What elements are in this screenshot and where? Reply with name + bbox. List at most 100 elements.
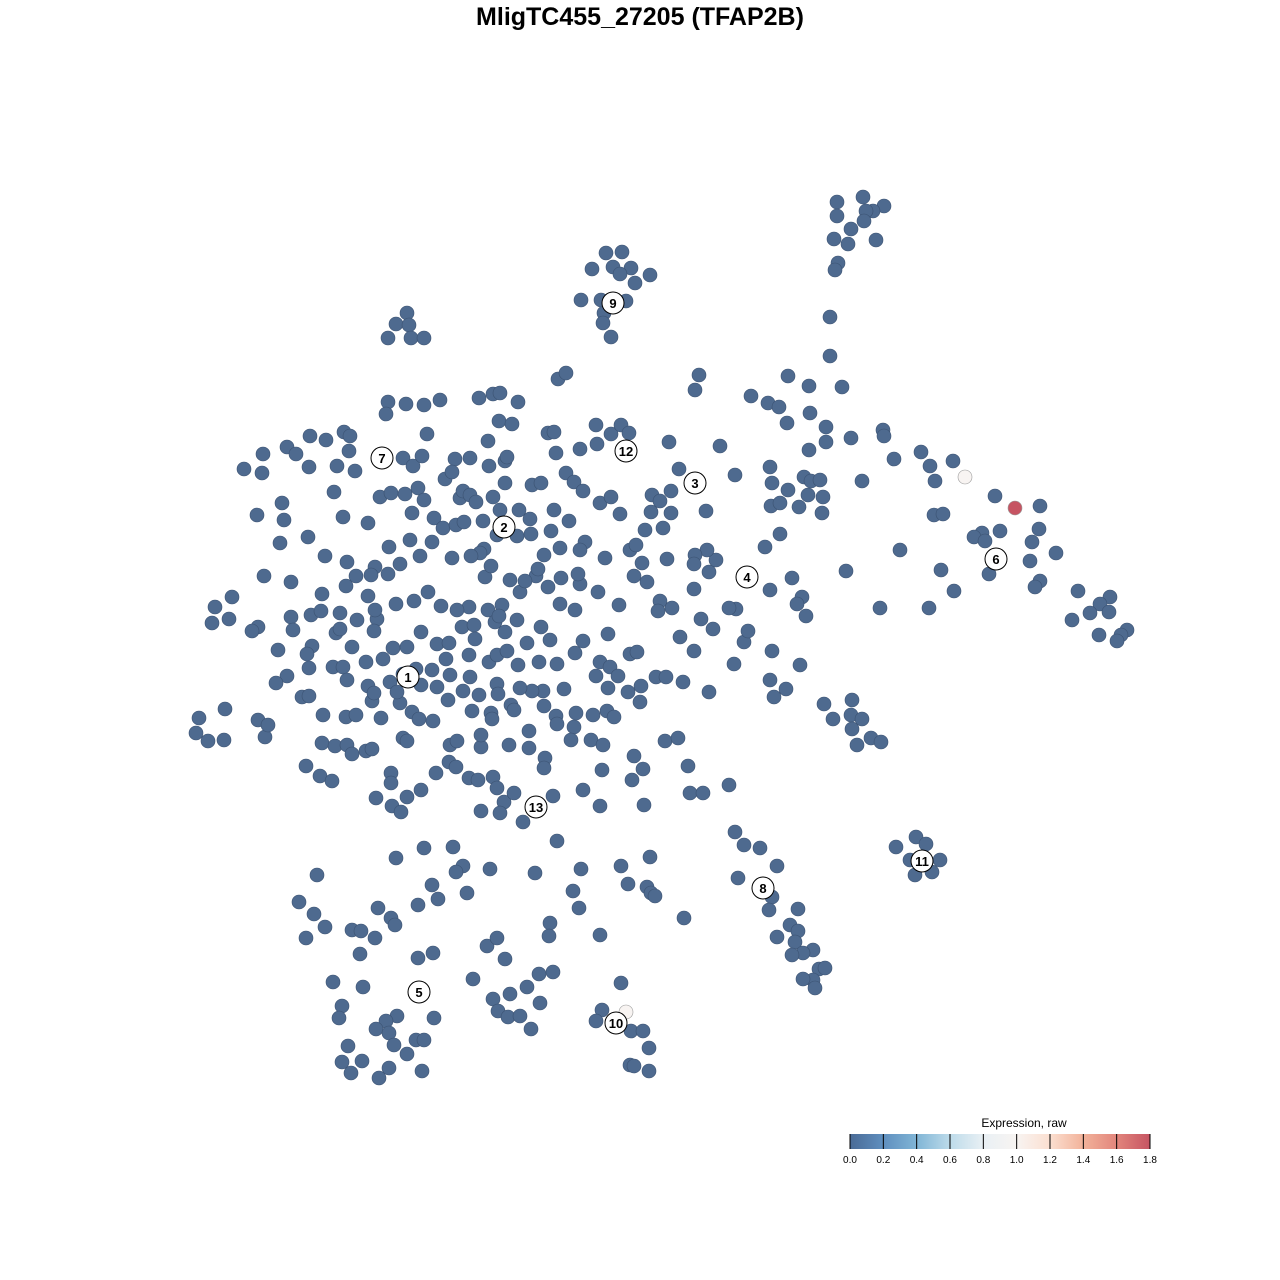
data-point: [536, 698, 552, 714]
data-point: [501, 737, 517, 753]
data-point: [497, 951, 513, 967]
data-point: [1101, 604, 1117, 620]
cluster-label-text: 7: [378, 451, 385, 466]
data-point: [364, 741, 380, 757]
data-point: [752, 840, 768, 856]
data-point: [642, 267, 658, 283]
data-point: [764, 643, 780, 659]
data-point: [402, 532, 418, 548]
cluster-label-badge: [984, 547, 1008, 571]
data-point: [343, 1065, 359, 1081]
data-point: [726, 656, 742, 672]
data-point: [283, 609, 299, 625]
data-point: [380, 330, 396, 346]
data-point: [387, 917, 403, 933]
data-point: [301, 660, 317, 676]
data-point: [432, 392, 448, 408]
data-point: [628, 537, 644, 553]
data-point: [598, 245, 614, 261]
data-point: [257, 729, 273, 745]
data-point: [449, 733, 465, 749]
cluster-label-text: 5: [415, 985, 422, 1000]
data-point: [790, 901, 806, 917]
data-point: [399, 1046, 415, 1062]
data-point: [392, 556, 408, 572]
data-point: [588, 1013, 604, 1029]
data-point: [485, 489, 501, 505]
colorbar-tick-label: 0.8: [976, 1155, 990, 1166]
data-point: [416, 1032, 432, 1048]
data-point: [530, 561, 546, 577]
data-point: [363, 567, 379, 583]
data-point: [567, 645, 583, 661]
data-point: [635, 1023, 651, 1039]
cluster-label-1: 1: [396, 665, 420, 689]
data-point: [1082, 605, 1098, 621]
data-point: [603, 426, 619, 442]
data-point: [435, 520, 451, 536]
cluster-label-7: 7: [370, 446, 394, 470]
data-point: [531, 654, 547, 670]
data-point: [416, 397, 432, 413]
legend-title: Expression, raw: [981, 1116, 1067, 1130]
data-point: [721, 600, 737, 616]
data-point: [411, 711, 427, 727]
data-point: [664, 600, 680, 616]
data-point: [510, 394, 526, 410]
data-point: [426, 510, 442, 526]
data-point: [1027, 579, 1043, 595]
data-point: [433, 598, 449, 614]
data-point: [367, 930, 383, 946]
data-point: [1091, 627, 1107, 643]
data-point: [301, 688, 317, 704]
data-point: [444, 464, 460, 480]
data-point: [817, 960, 833, 976]
data-point: [447, 451, 463, 467]
data-point: [463, 548, 479, 564]
data-point: [368, 1021, 384, 1037]
data-point: [1031, 521, 1047, 537]
data-point: [613, 858, 629, 874]
data-point: [440, 692, 456, 708]
data-point: [276, 512, 292, 528]
data-point: [380, 394, 396, 410]
cluster-label-badge: [524, 795, 548, 819]
data-point: [573, 292, 589, 308]
data-point: [413, 782, 429, 798]
cluster-label-text: 9: [609, 296, 616, 311]
data-point: [298, 930, 314, 946]
data-point: [383, 485, 399, 501]
data-point: [332, 621, 348, 637]
data-point: [686, 556, 702, 572]
data-point: [588, 668, 604, 684]
data-point: [524, 683, 540, 699]
data-point: [927, 473, 943, 489]
data-point: [780, 482, 796, 498]
data-point: [279, 668, 295, 684]
colorbar-legend: Expression, raw 0.0 0.2 0.4 0.6 0.8 1.0 1.2 1.4…: [843, 1116, 1157, 1166]
data-point: [571, 900, 587, 916]
data-point: [424, 534, 440, 550]
data-point: [313, 603, 329, 619]
data-point: [553, 570, 569, 586]
data-point: [531, 966, 547, 982]
data-point: [510, 657, 526, 673]
data-point: [317, 548, 333, 564]
data-point: [918, 836, 934, 852]
data-point: [780, 368, 796, 384]
data-point: [761, 902, 777, 918]
data-point: [256, 568, 272, 584]
data-point: [769, 929, 785, 945]
data-point: [216, 732, 232, 748]
cluster-label-3: 3: [683, 471, 707, 495]
data-point: [687, 382, 703, 398]
data-point: [207, 599, 223, 615]
data-point: [621, 425, 637, 441]
data-point: [545, 964, 561, 980]
data-point: [298, 758, 314, 774]
data-point: [334, 998, 350, 1014]
data-point: [416, 492, 432, 508]
data-point: [368, 790, 384, 806]
data-point: [366, 685, 382, 701]
data-point: [606, 709, 622, 725]
